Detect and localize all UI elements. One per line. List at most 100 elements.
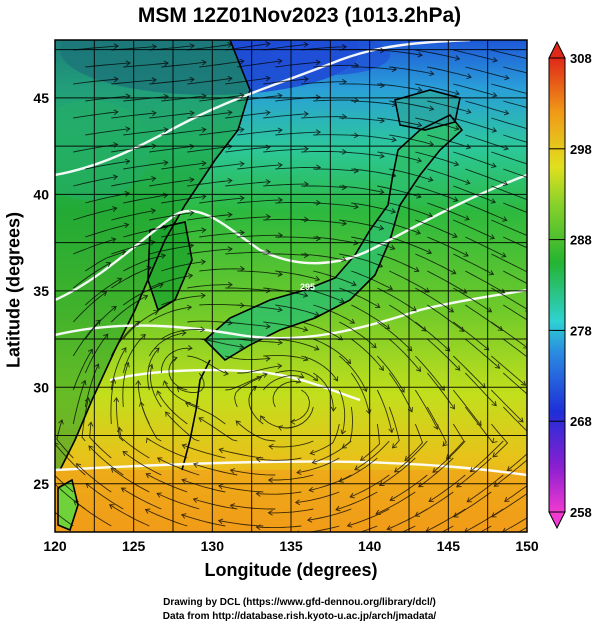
streamline	[465, 338, 500, 369]
streamline-arrow	[125, 60, 131, 67]
streamline	[109, 504, 150, 527]
streamline	[388, 406, 400, 449]
streamline-arrow	[442, 441, 448, 447]
streamline-arrow	[415, 229, 421, 235]
streamline	[263, 148, 309, 153]
streamline-arrow	[277, 58, 283, 65]
streamline-arrow	[188, 242, 195, 249]
streamline-arrow	[198, 417, 204, 423]
streamline-arrow	[200, 292, 206, 299]
streamline	[453, 321, 489, 351]
streamline-arrow	[239, 195, 245, 202]
streamline	[427, 134, 471, 149]
streamline-arrow	[453, 196, 459, 202]
streamline-arrow	[186, 304, 193, 311]
streamline	[339, 151, 385, 157]
streamline-arrow	[192, 497, 199, 503]
streamline	[491, 355, 526, 386]
streamline-arrow	[311, 458, 317, 465]
streamline-arrow	[158, 282, 164, 289]
streamline-arrow	[394, 467, 400, 473]
streamline	[185, 402, 226, 425]
streamline	[301, 185, 347, 189]
streamline-arrow	[537, 325, 542, 329]
streamline	[198, 417, 238, 442]
streamline	[389, 134, 434, 146]
streamline-arrow	[84, 396, 91, 403]
streamline-arrow	[568, 196, 573, 201]
streamline-arrow	[267, 477, 274, 483]
streamline-arrow	[375, 303, 381, 309]
streamline-arrow	[116, 277, 123, 283]
streamline	[491, 83, 527, 94]
streamline	[465, 270, 505, 294]
streamline-arrow	[255, 456, 261, 463]
streamline-arrow	[181, 330, 187, 337]
streamline	[377, 321, 413, 352]
streamline-arrow	[218, 447, 224, 454]
streamline	[123, 95, 169, 102]
streamline-arrow	[379, 153, 385, 159]
streamline-arrow	[123, 222, 130, 229]
streamline-arrow	[346, 522, 353, 528]
streamline-arrow	[541, 216, 546, 221]
streamline-arrow	[330, 406, 337, 412]
streamline-arrow	[429, 70, 435, 77]
streamline	[122, 362, 129, 408]
streamline-arrow	[255, 491, 261, 497]
streamline	[85, 62, 131, 68]
streamline-arrow	[388, 427, 395, 434]
streamline	[149, 78, 195, 85]
streamline-arrow	[529, 163, 534, 168]
streamline	[121, 487, 162, 510]
streamline-arrow	[530, 127, 535, 132]
streamline	[193, 463, 238, 476]
streamline	[389, 202, 433, 217]
streamline	[72, 291, 107, 323]
streamline-arrow	[335, 505, 341, 512]
streamline	[313, 99, 359, 102]
streamline	[339, 253, 383, 268]
streamline	[502, 517, 527, 532]
streamline-arrow	[379, 117, 386, 124]
streamline-arrow	[532, 398, 537, 403]
streamline	[491, 117, 527, 130]
streamline-arrow	[448, 307, 455, 313]
streamline-arrow	[296, 469, 302, 476]
streamline	[237, 338, 283, 344]
streamline	[177, 372, 205, 393]
streamline	[146, 437, 188, 459]
streamline	[415, 321, 451, 352]
streamline-arrow	[309, 449, 316, 456]
streamline	[225, 111, 270, 119]
streamline-arrow	[379, 82, 386, 89]
streamline-arrow	[277, 92, 283, 99]
streamline-arrow	[426, 248, 433, 255]
streamline-arrow	[306, 516, 313, 523]
streamline-arrow	[390, 208, 397, 214]
streamline-arrow	[229, 468, 236, 474]
x-tick-label: 140	[358, 538, 382, 554]
streamline-arrow	[416, 121, 423, 128]
streamline	[529, 424, 547, 454]
streamline-arrow	[294, 499, 301, 506]
streamline	[503, 100, 527, 108]
streamline-arrow	[520, 380, 527, 386]
streamline	[187, 111, 232, 119]
y-tick-label: 35	[33, 283, 49, 299]
streamline	[428, 474, 466, 502]
streamline-arrow	[265, 214, 272, 220]
streamline-arrow	[163, 159, 169, 166]
streamline-arrow	[192, 462, 199, 468]
streamline	[275, 236, 321, 240]
streamline	[453, 287, 492, 313]
x-tick-label: 135	[279, 538, 303, 554]
streamline	[263, 43, 308, 51]
streamline	[377, 117, 422, 127]
streamline-arrow	[465, 143, 472, 150]
streamline	[351, 66, 397, 71]
streamline-arrow	[530, 92, 535, 97]
streamline-arrow	[502, 180, 509, 186]
streamline-arrow	[345, 358, 352, 365]
streamline-arrow	[492, 57, 498, 63]
